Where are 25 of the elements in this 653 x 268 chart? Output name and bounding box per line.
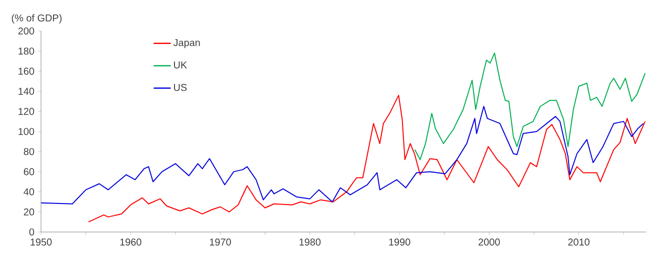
legend-label: US <box>174 84 187 91</box>
y-tick-label: 100 <box>18 128 34 136</box>
x-tick-label: 1960 <box>120 238 142 246</box>
x-tick-label: 1970 <box>210 238 231 246</box>
x-tick-label: 1980 <box>300 238 321 246</box>
y-tick-label: 80 <box>24 148 34 156</box>
y-tick-label: 40 <box>24 188 34 196</box>
legend-label: Japan <box>173 39 200 48</box>
y-tick-label: 200 <box>18 27 34 35</box>
y-axis-title: (% of GDP) <box>12 14 62 24</box>
x-tick-label: 2010 <box>568 238 590 246</box>
x-tick-label: 1990 <box>389 238 410 246</box>
line-series <box>414 52 646 160</box>
y-tick-label: 120 <box>18 108 34 115</box>
y-tick-label: 180 <box>18 48 34 55</box>
x-tick-label: 1950 <box>30 238 52 246</box>
y-tick-label: 0 <box>29 228 34 236</box>
line-series <box>88 94 646 222</box>
y-tick-label: 60 <box>24 168 34 176</box>
x-tick-label: 2000 <box>478 238 500 246</box>
line-series <box>40 106 644 204</box>
y-tick-label: 160 <box>18 68 34 75</box>
legend-label: UK <box>174 62 188 68</box>
y-tick-label: 140 <box>18 88 34 95</box>
y-tick-label: 20 <box>24 208 34 216</box>
